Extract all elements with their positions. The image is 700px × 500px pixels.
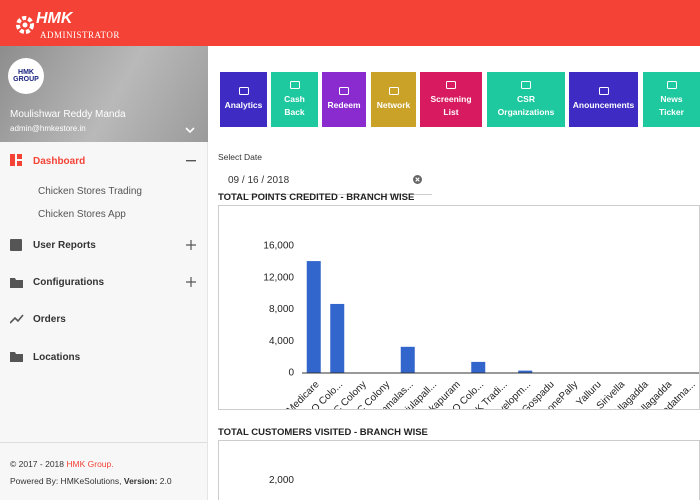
- chevron[interactable]: [184, 126, 196, 134]
- submenu-item[interactable]: Chicken Stores Trading: [38, 186, 142, 197]
- icon: [10, 154, 22, 166]
- version: 2.0: [159, 476, 172, 486]
- chart-title: TOTAL CUSTOMERS VISITED - BRANCH WISE: [218, 427, 428, 438]
- nav-button[interactable]: Screening List: [420, 72, 482, 127]
- copyright: © 2017 - 2018 HMK Group.: [10, 459, 114, 469]
- button-icon: [339, 87, 349, 95]
- expand[interactable]: [186, 277, 196, 287]
- powered-by: Powered By: HMKeSolutions, Version: 2.0: [10, 476, 172, 486]
- button-icon: [388, 87, 399, 95]
- chart: 2,000: [218, 440, 700, 500]
- chart-title: TOTAL POINTS CREDITED - BRANCH WISE: [218, 192, 415, 203]
- y-tick-label: 12,000: [263, 272, 294, 283]
- submenu-item[interactable]: Chicken Stores App: [38, 209, 126, 220]
- user-email: admin@hmkestore.in: [10, 124, 86, 133]
- copyright-text: © 2017 - 2018: [10, 459, 64, 469]
- avatar: HMK GROUP: [8, 58, 44, 94]
- button-icon: [238, 87, 249, 95]
- y-tick-label: 2,000: [269, 475, 294, 486]
- menu-item[interactable]: Locations: [33, 352, 81, 363]
- bar: [518, 370, 533, 373]
- clear-button[interactable]: [413, 175, 422, 184]
- user-name: Moulishwar Reddy Manda: [10, 109, 126, 120]
- button-icon: [521, 80, 531, 89]
- logo-icon: [16, 16, 34, 34]
- expand[interactable]: [186, 240, 196, 250]
- nav-button[interactable]: Redeem: [322, 72, 366, 127]
- version-label: Version:: [123, 476, 158, 486]
- nav-button[interactable]: CSR Organizations: [487, 72, 565, 127]
- y-tick-label: 8,000: [269, 304, 294, 315]
- bar: [330, 303, 345, 373]
- button-label: Redeem: [327, 100, 361, 110]
- collapse[interactable]: [186, 160, 196, 162]
- button-label: Network: [376, 100, 411, 110]
- menu-item[interactable]: Dashboard: [33, 156, 86, 167]
- company: HMK Group.: [66, 459, 114, 469]
- bar: [400, 346, 415, 373]
- powered-text: Powered By: HMKeSolutions,: [10, 476, 122, 486]
- nav-button[interactable]: Cash Back: [271, 72, 318, 127]
- icon: [10, 278, 23, 288]
- y-tick-label: 0: [288, 368, 294, 379]
- menu-item[interactable]: Configurations: [33, 277, 105, 288]
- header: HMK ADMINISTRATOR: [0, 0, 700, 46]
- button-label: Screening List: [430, 93, 472, 117]
- button-label: Analytics: [224, 100, 263, 110]
- bar: [306, 261, 321, 373]
- icon: [10, 239, 22, 251]
- sidebar: HMK GROUP Moulishwar Reddy Manda admin@h…: [0, 46, 208, 500]
- bar: [471, 361, 486, 373]
- menu-item[interactable]: Orders: [33, 314, 66, 325]
- button-icon: [598, 87, 609, 95]
- date-value: 09 / 16 / 2018: [228, 175, 290, 186]
- nav-button[interactable]: Anouncements: [569, 72, 638, 127]
- menu-item[interactable]: User Reports: [33, 240, 96, 251]
- button-icon: [446, 80, 456, 89]
- date-input[interactable]: 09 / 16 / 2018: [218, 165, 432, 195]
- button-label: Cash Back: [284, 93, 305, 117]
- brand-subtitle: ADMINISTRATOR: [40, 30, 120, 40]
- button-label: News Ticker: [659, 93, 684, 117]
- profile: HMK GROUP Moulishwar Reddy Manda admin@h…: [0, 46, 208, 142]
- icon: [10, 352, 23, 362]
- button-label: Anouncements: [572, 100, 635, 110]
- y-tick-label: 4,000: [269, 336, 294, 347]
- button-icon: [289, 80, 300, 89]
- nav-button[interactable]: Network: [371, 72, 416, 127]
- nav-button[interactable]: News Ticker: [643, 72, 700, 127]
- button-label: CSR Organizations: [497, 93, 555, 117]
- icon: [10, 314, 24, 324]
- nav-button[interactable]: Analytics: [220, 72, 267, 127]
- date-label: Select Date: [218, 152, 262, 162]
- button-icon: [666, 80, 677, 89]
- y-tick-label: 16,000: [263, 241, 294, 252]
- brand: HMK: [36, 10, 73, 27]
